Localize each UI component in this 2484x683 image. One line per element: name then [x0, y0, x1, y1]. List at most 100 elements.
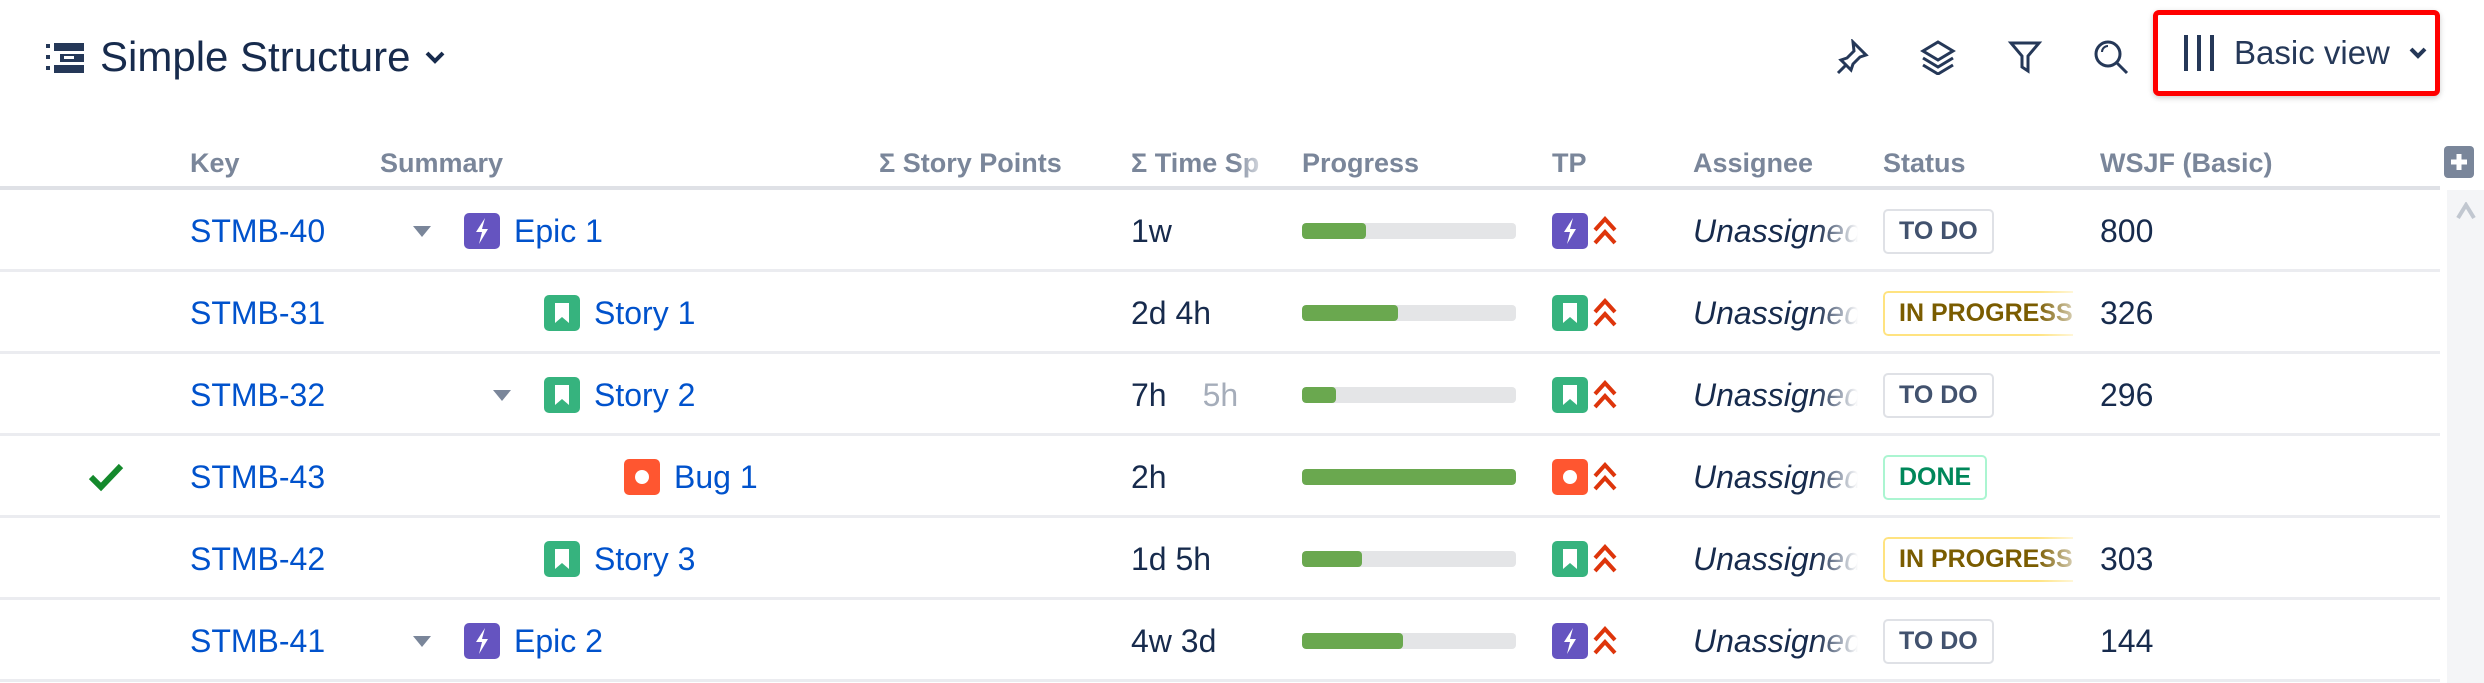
- issue-key-link[interactable]: STMB-43: [190, 458, 326, 495]
- tp-cell: [1552, 518, 1618, 600]
- story-type-icon: [1552, 295, 1588, 331]
- column-header-assignee[interactable]: Assignee: [1693, 148, 1814, 178]
- vertical-scrollbar[interactable]: [2447, 190, 2484, 683]
- progress-bar: [1302, 600, 1516, 682]
- progress-fill: [1302, 551, 1362, 567]
- tp-cell: [1552, 436, 1618, 518]
- pin-icon: [1836, 39, 1869, 75]
- summary-text: Bug 1: [674, 458, 758, 495]
- epic-type-icon: [464, 623, 500, 659]
- tp-cell: [1552, 272, 1618, 354]
- status-badge: IN PROGRESS: [1883, 290, 2073, 336]
- epic-type-icon: [464, 213, 500, 249]
- column-header-status[interactable]: Status: [1883, 148, 1966, 178]
- status-cell[interactable]: TO DO: [1883, 354, 2073, 436]
- wsjf-value: 800: [2100, 212, 2154, 249]
- expand-toggle-icon[interactable]: [492, 354, 512, 436]
- assignee[interactable]: Unassigned: [1693, 622, 1858, 659]
- assignee[interactable]: Unassigned: [1693, 458, 1858, 495]
- status-cell[interactable]: IN PROGRESS: [1883, 518, 2073, 600]
- issue-summary-link[interactable]: Epic 2: [464, 600, 603, 682]
- assignee[interactable]: Unassigned: [1693, 376, 1858, 413]
- status-cell[interactable]: TO DO: [1883, 190, 2073, 272]
- priority-highest-icon: [1593, 626, 1617, 655]
- time-spent: 2h: [1131, 458, 1167, 495]
- time-spent: 7h: [1131, 376, 1167, 413]
- progress-bar: [1302, 518, 1516, 600]
- summary-text: Story 3: [594, 540, 696, 577]
- table-row[interactable]: STMB-32 Story 2 7h 5h Unassigned TO DO 29…: [0, 354, 2440, 436]
- progress-bar: [1302, 354, 1516, 436]
- issue-key-link[interactable]: STMB-42: [190, 540, 326, 577]
- issue-key-link[interactable]: STMB-32: [190, 376, 326, 413]
- time-spent-cell: 2d 4h: [1131, 272, 1247, 354]
- summary-text: Epic 1: [514, 212, 603, 249]
- column-header-progress[interactable]: Progress: [1302, 148, 1420, 178]
- add-column-button[interactable]: [2444, 146, 2474, 178]
- story-type-icon: [1552, 541, 1588, 577]
- header-divider: [0, 186, 2440, 190]
- priority-highest-icon: [1593, 216, 1617, 245]
- progress-fill: [1302, 223, 1367, 239]
- expand-toggle-icon[interactable]: [412, 600, 432, 682]
- filter-button[interactable]: [2000, 32, 2050, 82]
- filter-icon: [2007, 41, 2043, 74]
- table-row[interactable]: STMB-42 Story 3 1d 5h Unassigned IN PROG…: [0, 518, 2440, 600]
- table-row[interactable]: STMB-31 Story 1 2d 4h Unassigned IN PROG…: [0, 272, 2440, 354]
- column-header-summary[interactable]: Summary: [380, 148, 504, 178]
- issue-summary-link[interactable]: Story 1: [544, 272, 695, 354]
- issue-summary-link[interactable]: Story 3: [544, 518, 695, 600]
- assignee[interactable]: Unassigned: [1693, 294, 1858, 331]
- status-cell[interactable]: IN PROGRESS: [1883, 272, 2073, 354]
- assignee[interactable]: Unassigned: [1693, 212, 1858, 249]
- issue-key-link[interactable]: STMB-41: [190, 622, 326, 659]
- issue-summary-link[interactable]: Bug 1: [624, 436, 758, 518]
- table-row[interactable]: STMB-41 Epic 2 4w 3d Unassigned TO DO 14…: [0, 600, 2440, 682]
- assignee[interactable]: Unassigned: [1693, 540, 1858, 577]
- priority-highest-icon: [1593, 380, 1617, 409]
- column-header-tp[interactable]: TP: [1552, 148, 1587, 178]
- table-row[interactable]: STMB-43 Bug 1 2h Unassigned DONE: [0, 436, 2440, 518]
- scroll-up-icon: [2456, 201, 2476, 220]
- issue-key-link[interactable]: STMB-31: [190, 294, 326, 331]
- time-spent: 1d 5h: [1131, 540, 1212, 577]
- table-row[interactable]: STMB-40 Epic 1 1w Unassigned TO DO 800: [0, 190, 2440, 272]
- status-badge: TO DO: [1883, 372, 1994, 418]
- layers-icon: [1920, 40, 1956, 75]
- status-badge: TO DO: [1883, 208, 1994, 254]
- structure-title[interactable]: Simple Structure: [46, 30, 446, 84]
- tp-cell: [1552, 600, 1618, 682]
- summary-text: Story 1: [594, 294, 696, 331]
- summary-text: Story 2: [594, 376, 696, 413]
- priority-highest-icon: [1593, 462, 1617, 491]
- tp-cell: [1552, 190, 1618, 272]
- progress-fill: [1302, 469, 1516, 485]
- progress-fill: [1302, 305, 1399, 321]
- chevron-down-icon: [426, 51, 445, 64]
- column-header-time-spent[interactable]: Σ Time Sp: [1131, 148, 1260, 178]
- column-header-key[interactable]: Key: [190, 148, 240, 178]
- bug-type-icon: [1552, 459, 1588, 495]
- column-header-wsjf[interactable]: WSJF (Basic): [2100, 148, 2273, 178]
- pin-button[interactable]: [1826, 32, 1876, 82]
- summary-text: Epic 2: [514, 622, 603, 659]
- issue-key-link[interactable]: STMB-40: [190, 212, 326, 249]
- epic-type-icon: [1552, 213, 1588, 249]
- issue-summary-link[interactable]: Story 2: [544, 354, 695, 436]
- view-selector-button[interactable]: Basic view: [2153, 10, 2440, 96]
- progress-fill: [1302, 387, 1337, 403]
- story-type-icon: [544, 377, 580, 413]
- status-badge: DONE: [1883, 454, 1988, 500]
- issue-summary-link[interactable]: Epic 1: [464, 190, 603, 272]
- time-spent-cell: 4w 3d: [1131, 600, 1252, 682]
- status-cell[interactable]: DONE: [1883, 436, 2073, 518]
- search-icon: [2094, 40, 2129, 75]
- column-header-story-points[interactable]: Σ Story Points: [879, 148, 1062, 178]
- wsjf-value: 303: [2100, 540, 2154, 577]
- layers-button[interactable]: [1913, 32, 1963, 82]
- expand-toggle-icon[interactable]: [412, 190, 432, 272]
- status-badge: IN PROGRESS: [1883, 536, 2073, 582]
- time-spent-cell: 2h: [1131, 436, 1203, 518]
- status-cell[interactable]: TO DO: [1883, 600, 2073, 682]
- search-button[interactable]: [2086, 32, 2136, 82]
